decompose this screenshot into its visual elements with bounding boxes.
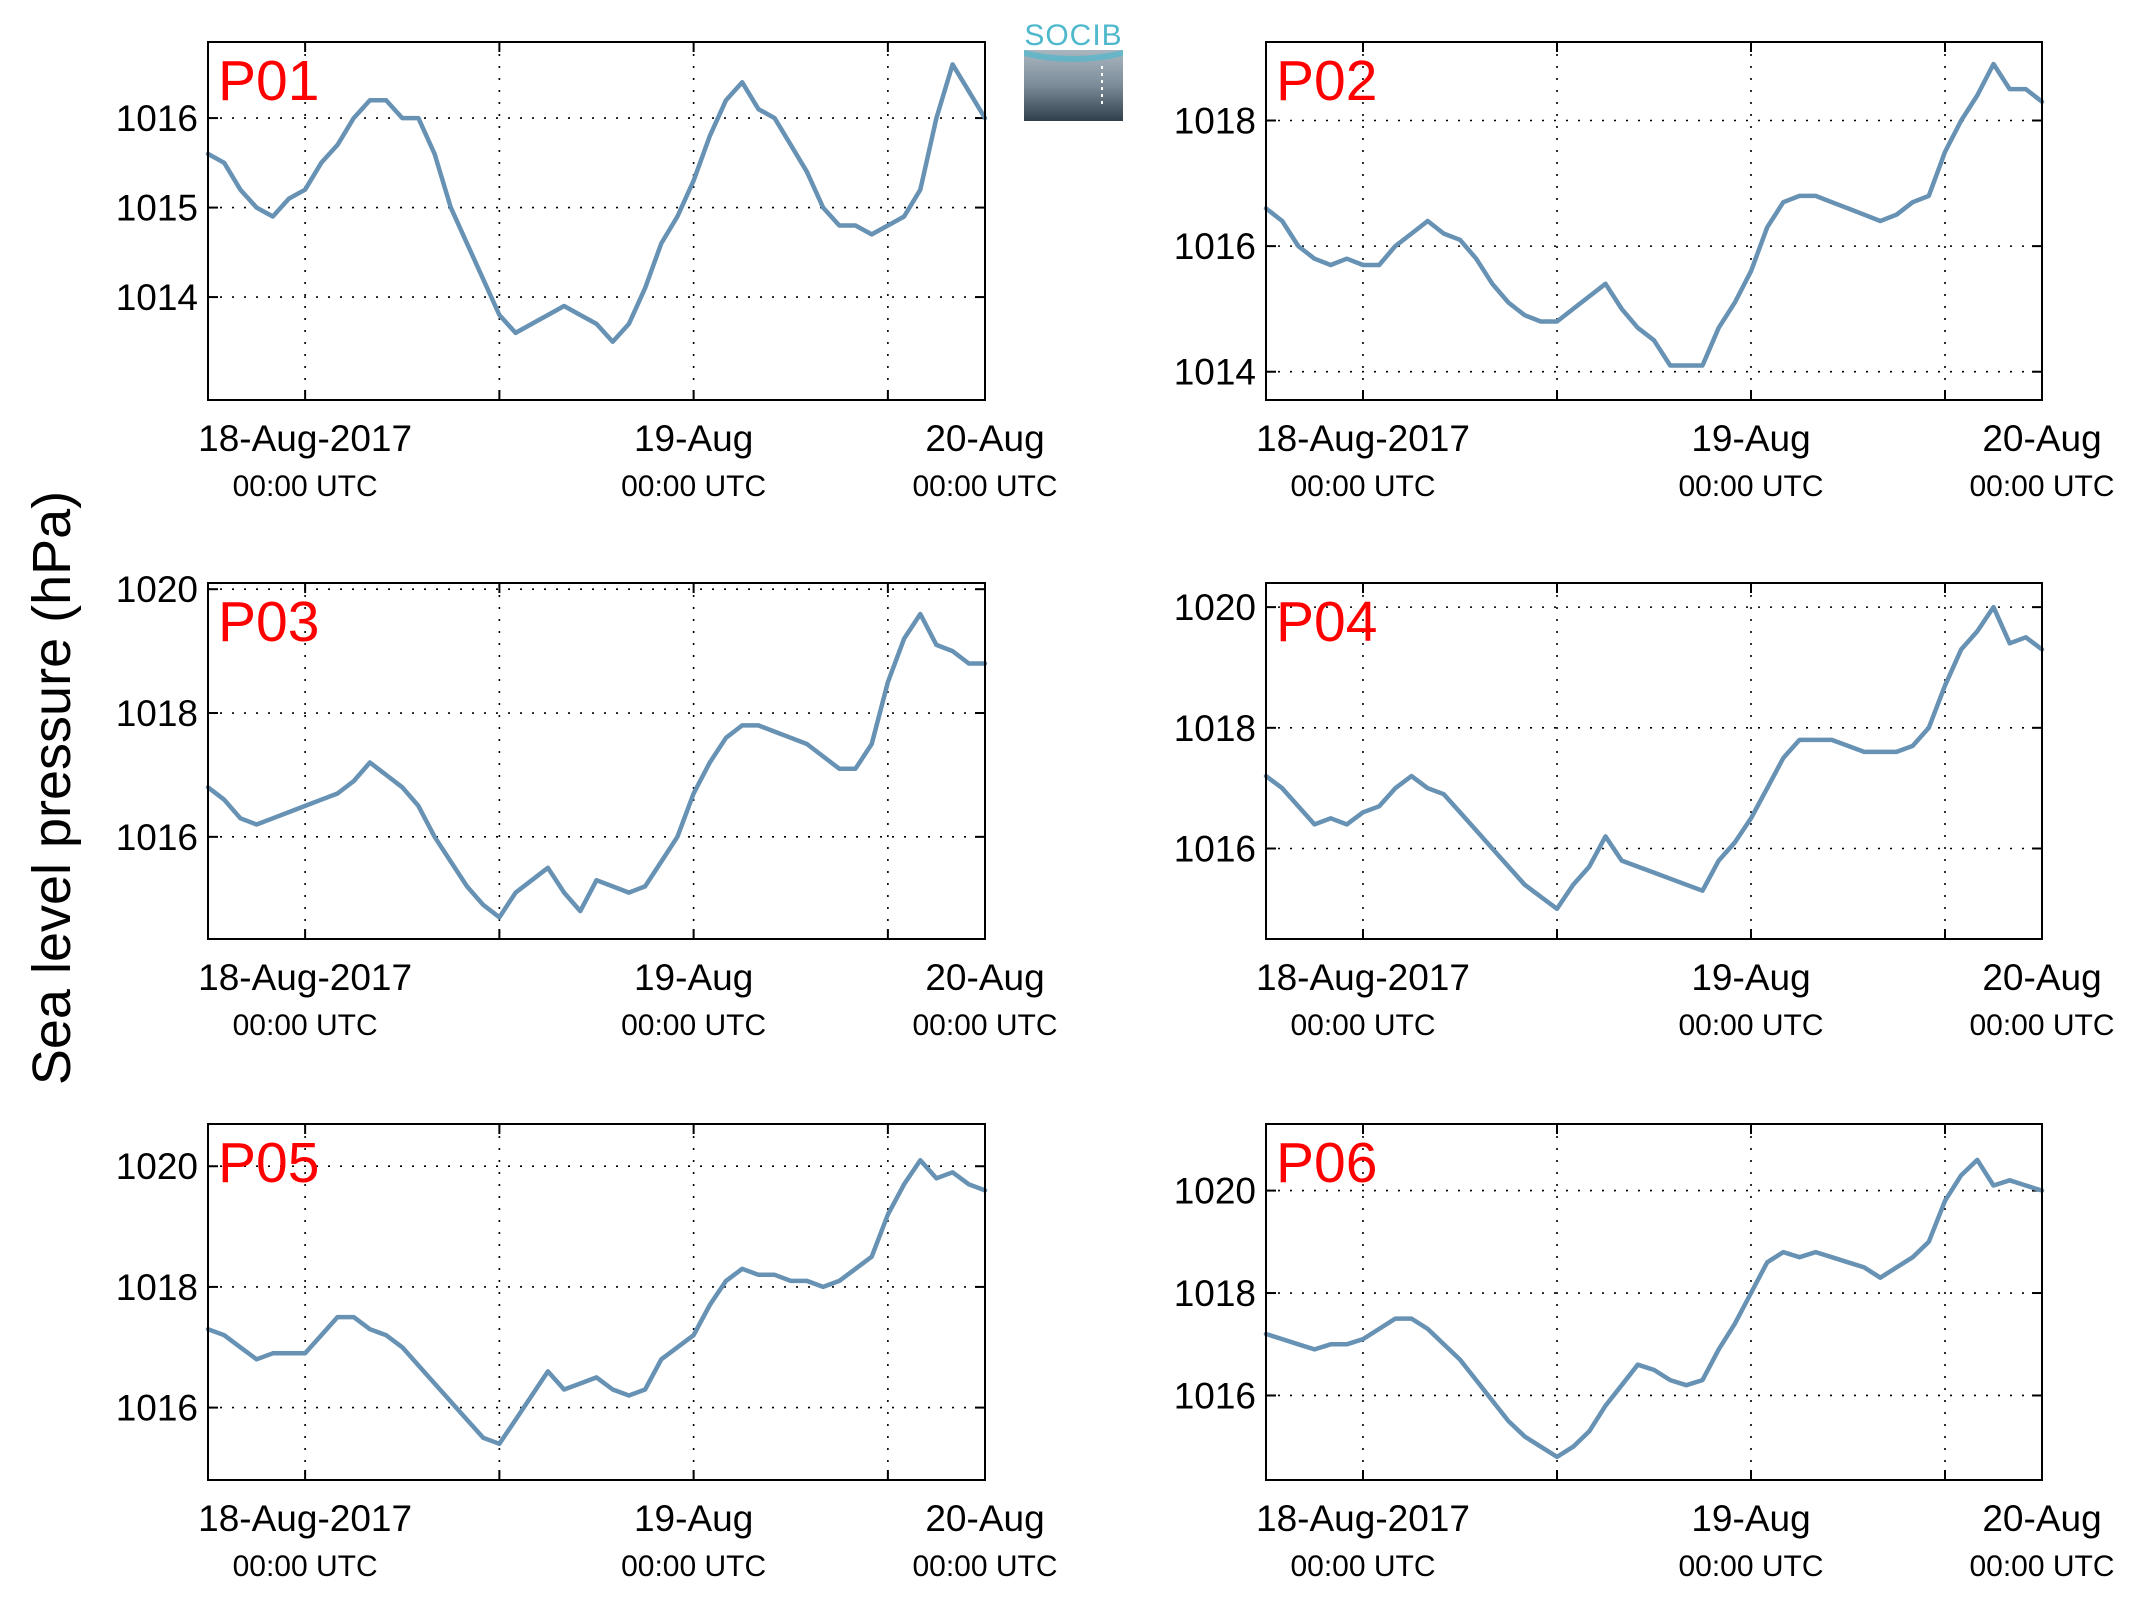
y-tick-label: 1014 <box>116 277 198 318</box>
x-tick-sublabel: 00:00 UTC <box>233 470 378 503</box>
x-tick-label: 19-Aug <box>634 1498 753 1539</box>
x-tick-label: 19-Aug <box>1691 957 1810 998</box>
panel-p02: 1014 1016 1018 18-Aug-2017 00:00 UTC 19-Aug 00… <box>1174 41 2115 503</box>
panel-p03: 1016 1018 1020 18-Aug-2017 00:00 UTC 19-Aug 00… <box>116 569 1058 1042</box>
y-tick-label: 1016 <box>1174 226 1256 267</box>
x-tick-sublabel: 00:00 UTC <box>912 1009 1057 1042</box>
y-tick-label: 1018 <box>1174 1273 1256 1314</box>
y-tick-label: 1016 <box>1174 1375 1256 1416</box>
socib-logo-text: SOCIB <box>1024 19 1122 52</box>
series-line-p04 <box>1263 604 2045 912</box>
x-tick-sublabel: 00:00 UTC <box>1969 1009 2114 1042</box>
x-tick-sublabel: 00:00 UTC <box>912 1550 1057 1583</box>
panel-title-p05: P05 <box>218 1131 319 1195</box>
x-tick-label: 19-Aug <box>634 957 753 998</box>
panel-p06: 1016 1018 1020 18-Aug-2017 00:00 UTC 19-Aug 00… <box>1174 1123 2115 1583</box>
x-tick-sublabel: 00:00 UTC <box>1290 470 1435 503</box>
x-tick-label: 18-Aug-2017 <box>1256 957 1470 998</box>
panel-p01: 1014 1015 1016 18-Aug-2017 00:00 UTC 19-Aug 00… <box>116 41 1058 503</box>
x-tick-sublabel: 00:00 UTC <box>1969 1550 2114 1583</box>
y-tick-label: 1016 <box>116 817 198 858</box>
x-tick-sublabel: 00:00 UTC <box>1678 1550 1823 1583</box>
panel-title-p04: P04 <box>1276 590 1377 654</box>
y-tick-label: 1020 <box>116 1146 198 1187</box>
x-tick-sublabel: 00:00 UTC <box>233 1009 378 1042</box>
x-tick-label: 19-Aug <box>1691 418 1810 459</box>
panel-title-p02: P02 <box>1276 49 1377 113</box>
x-tick-sublabel: 00:00 UTC <box>233 1550 378 1583</box>
x-tick-label: 20-Aug <box>925 1498 1044 1539</box>
y-tick-label: 1018 <box>116 1267 198 1308</box>
x-tick-label: 18-Aug-2017 <box>198 957 412 998</box>
x-tick-label: 20-Aug <box>925 957 1044 998</box>
y-tick-label: 1020 <box>1174 1171 1256 1212</box>
axes-frame <box>207 1123 986 1481</box>
y-tick-label: 1020 <box>116 569 198 610</box>
socib-logo-wave <box>1024 50 1123 62</box>
panel-title-p06: P06 <box>1276 1131 1377 1195</box>
x-tick-label: 19-Aug <box>634 418 753 459</box>
x-tick-label: 20-Aug <box>1982 418 2101 459</box>
y-tick-label: 1015 <box>116 188 198 229</box>
series-line-p01 <box>205 62 988 345</box>
axes-frame <box>207 582 986 940</box>
y-tick-label: 1018 <box>1174 101 1256 142</box>
series-line-p03 <box>205 611 988 920</box>
series-line-p02 <box>1263 61 2045 368</box>
x-tick-sublabel: 00:00 UTC <box>1290 1009 1435 1042</box>
panels: 1014 1015 1016 18-Aug-2017 00:00 UTC 19-Aug 00… <box>116 41 2115 1583</box>
x-tick-sublabel: 00:00 UTC <box>1969 470 2114 503</box>
x-tick-sublabel: 00:00 UTC <box>912 470 1057 503</box>
x-tick-label: 20-Aug <box>1982 957 2101 998</box>
x-tick-label: 20-Aug <box>925 418 1044 459</box>
x-tick-label: 20-Aug <box>1982 1498 2101 1539</box>
x-tick-sublabel: 00:00 UTC <box>1290 1550 1435 1583</box>
x-tick-label: 18-Aug-2017 <box>198 418 412 459</box>
x-tick-label: 18-Aug-2017 <box>198 1498 412 1539</box>
axes-frame <box>1265 41 2043 401</box>
axes-frame <box>1265 582 2043 940</box>
y-axis-label: Sea level pressure (hPa) <box>22 491 82 1085</box>
series-line-p06 <box>1263 1157 2045 1460</box>
y-tick-label: 1014 <box>1174 352 1256 393</box>
socib-logo: SOCIB <box>1024 19 1123 121</box>
series-line-p05 <box>205 1157 988 1447</box>
panel-title-p01: P01 <box>218 49 319 113</box>
x-tick-label: 19-Aug <box>1691 1498 1810 1539</box>
y-tick-label: 1018 <box>1174 708 1256 749</box>
x-tick-sublabel: 00:00 UTC <box>621 470 766 503</box>
x-tick-sublabel: 00:00 UTC <box>1678 1009 1823 1042</box>
axes-frame <box>207 41 986 401</box>
x-tick-label: 18-Aug-2017 <box>1256 418 1470 459</box>
panel-p05: 1016 1018 1020 18-Aug-2017 00:00 UTC 19-Aug 00… <box>116 1123 1058 1583</box>
axes-frame <box>1265 1123 2043 1481</box>
y-tick-label: 1018 <box>116 693 198 734</box>
y-tick-label: 1020 <box>1174 587 1256 628</box>
panel-title-p03: P03 <box>218 590 319 654</box>
x-tick-sublabel: 00:00 UTC <box>621 1009 766 1042</box>
x-tick-label: 18-Aug-2017 <box>1256 1498 1470 1539</box>
x-tick-sublabel: 00:00 UTC <box>621 1550 766 1583</box>
x-tick-sublabel: 00:00 UTC <box>1678 470 1823 503</box>
panel-p04: 1016 1018 1020 18-Aug-2017 00:00 UTC 19-Aug 00… <box>1174 582 2115 1042</box>
y-tick-label: 1016 <box>1174 828 1256 869</box>
y-tick-label: 1016 <box>116 98 198 139</box>
y-tick-label: 1016 <box>116 1388 198 1429</box>
